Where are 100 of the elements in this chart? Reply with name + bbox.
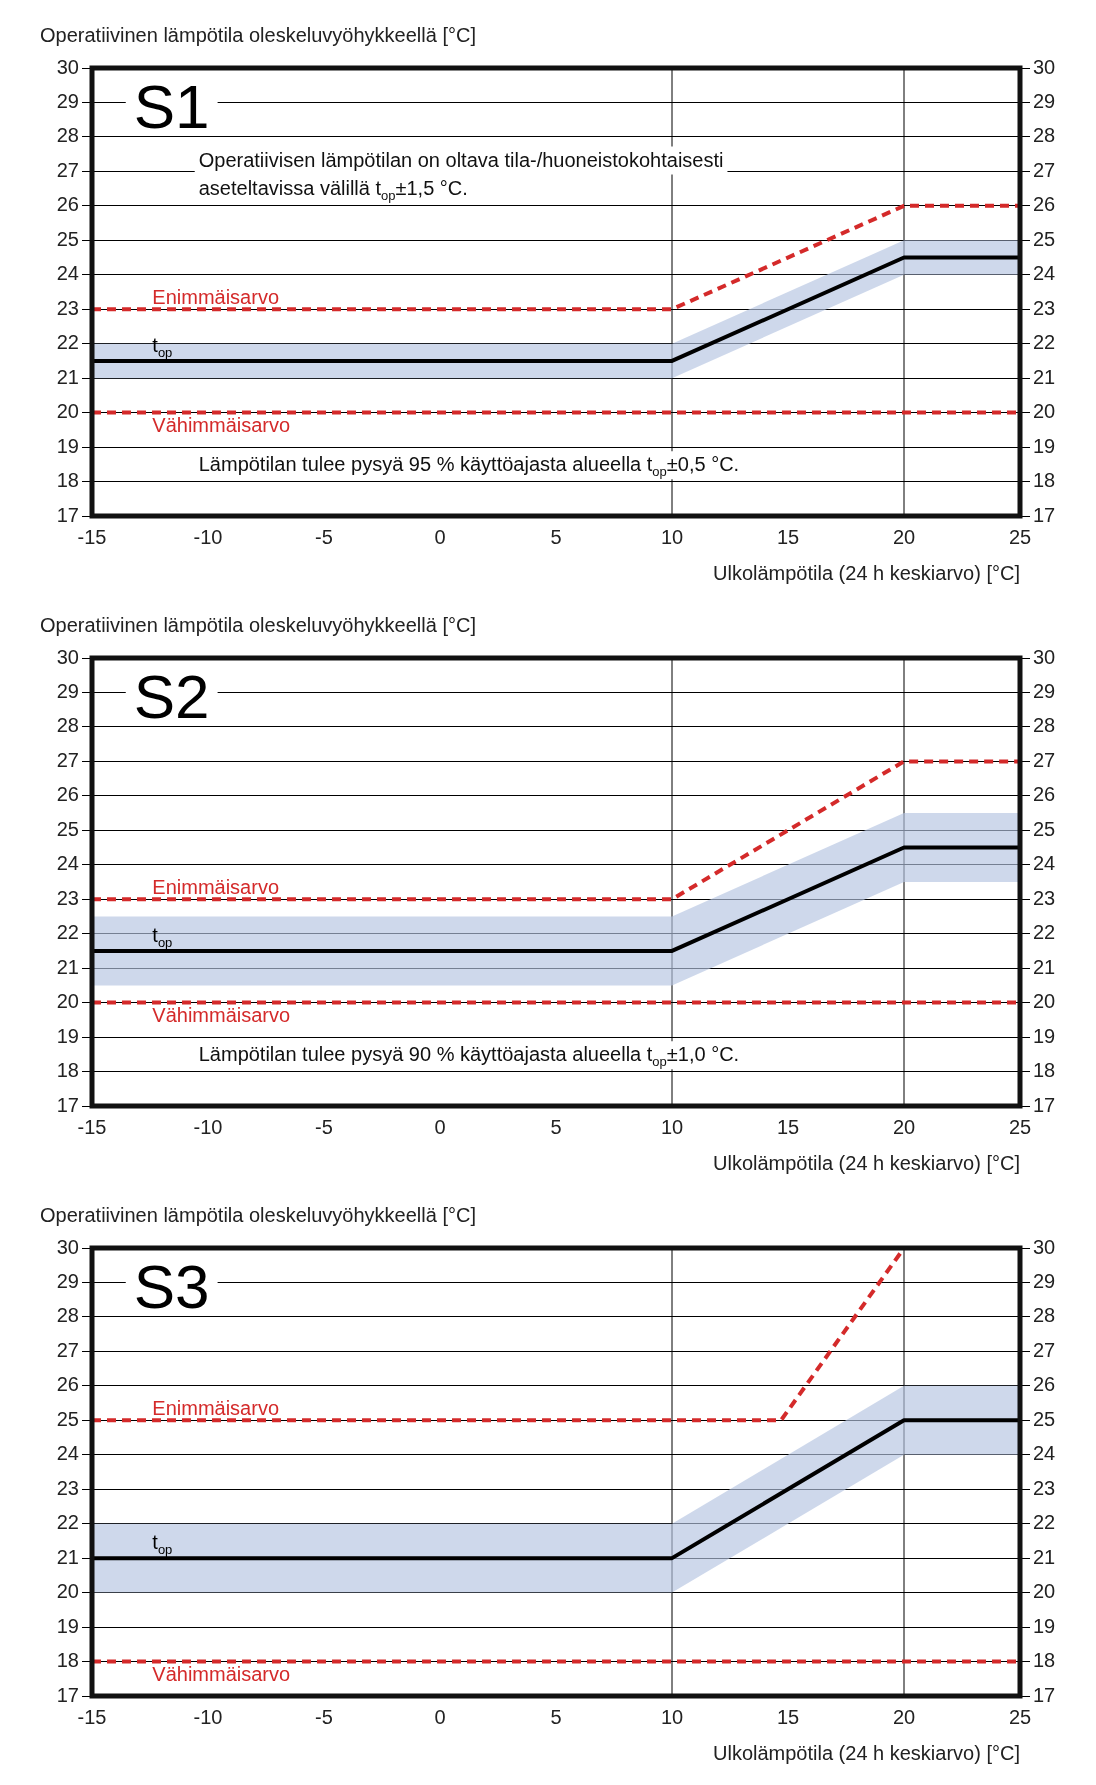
y-tick-label: 28 (56, 1304, 79, 1327)
x-tick-label: 5 (550, 1115, 562, 1138)
y-tick-label: 25 (56, 227, 79, 250)
series-label: Enimmäisarvo (152, 876, 280, 899)
y2-tick-label: 30 (1033, 55, 1056, 78)
y2-tick-label: 27 (1033, 1338, 1056, 1361)
y-tick-label: 23 (56, 1476, 79, 1499)
x-tick-label: 15 (776, 1705, 800, 1728)
y2-tick-label: 23 (1033, 886, 1056, 909)
y2-tick-label: 22 (1033, 331, 1056, 354)
y2-tick-label: 30 (1033, 1235, 1056, 1258)
x-tick-label: 10 (660, 1115, 684, 1138)
y2-tick-label: 19 (1033, 1024, 1056, 1047)
y2-tick-label: 21 (1033, 1545, 1056, 1568)
x-tick-label: 20 (892, 525, 916, 548)
y-axis-title: Operatiivinen lämpötila oleskeluvyöhykkeellä [°C] (40, 1204, 476, 1226)
y-tick-label: 25 (56, 1407, 79, 1430)
y-axis-title: Operatiivinen lämpötila oleskeluvyöhykkeellä [°C] (40, 614, 476, 636)
y2-tick-label: 19 (1033, 434, 1056, 457)
x-axis-title: Ulkolämpötila (24 h keskiarvo) [°C] (713, 561, 1020, 584)
y2-tick-label: 26 (1033, 1373, 1056, 1396)
y-tick-label: 27 (56, 158, 79, 181)
series-label: Vähimmäisarvo (152, 413, 291, 436)
y-tick-label: 18 (56, 1059, 79, 1082)
y-tick-label: 18 (56, 1649, 79, 1672)
y2-tick-label: 18 (1033, 1059, 1056, 1082)
y-tick-label: 25 (56, 817, 79, 840)
y-tick-label: 29 (56, 89, 79, 112)
x-tick-label: 0 (434, 1705, 446, 1728)
y2-tick-label: 22 (1033, 1511, 1056, 1534)
y2-tick-label: 22 (1033, 921, 1056, 944)
y-tick-label: 20 (56, 1580, 79, 1603)
y-tick-label: 21 (56, 1545, 79, 1568)
y2-tick-label: 17 (1033, 503, 1056, 526)
y2-tick-label: 23 (1033, 1476, 1056, 1499)
y-tick-label: 24 (56, 262, 79, 285)
y-tick-label: 21 (56, 955, 79, 978)
y-tick-label: 24 (56, 1442, 79, 1465)
y2-tick-label: 27 (1033, 748, 1056, 771)
y-tick-label: 17 (56, 1093, 79, 1116)
x-tick-label: 25 (1008, 1705, 1032, 1728)
x-tick-label: -10 (193, 1115, 223, 1138)
y-tick-label: 28 (56, 714, 79, 737)
y-tick-label: 18 (56, 469, 79, 492)
y-tick-label: 27 (56, 748, 79, 771)
y-tick-label: 23 (56, 886, 79, 909)
y2-tick-label: 25 (1033, 1407, 1056, 1430)
y-tick-label: 19 (56, 1024, 79, 1047)
y-tick-label: 20 (56, 990, 79, 1013)
y-tick-label: 28 (56, 124, 79, 147)
series-label: Enimmäisarvo (152, 1397, 280, 1420)
y2-tick-label: 26 (1033, 193, 1056, 216)
x-tick-label: -10 (193, 1705, 223, 1728)
y2-tick-label: 25 (1033, 227, 1056, 250)
x-tick-label: 0 (434, 525, 446, 548)
y2-tick-label: 28 (1033, 124, 1056, 147)
x-tick-label: 25 (1008, 1115, 1032, 1138)
y-tick-label: 20 (56, 400, 79, 423)
x-tick-label: 5 (550, 525, 562, 548)
y2-tick-label: 20 (1033, 400, 1056, 423)
y2-tick-label: 23 (1033, 296, 1056, 319)
x-tick-label: 5 (550, 1705, 562, 1728)
x-tick-label: 20 (892, 1115, 916, 1138)
y2-tick-label: 26 (1033, 783, 1056, 806)
series-label: Vähimmäisarvo (152, 1662, 291, 1685)
x-tick-label: 15 (776, 1115, 800, 1138)
y2-tick-label: 19 (1033, 1614, 1056, 1637)
y2-tick-label: 29 (1033, 1269, 1056, 1292)
y-tick-label: 29 (56, 1269, 79, 1292)
y-tick-label: 26 (56, 783, 79, 806)
y2-tick-label: 30 (1033, 645, 1056, 668)
y2-tick-label: 24 (1033, 852, 1056, 875)
y-tick-label: 30 (56, 645, 79, 668)
y2-tick-label: 25 (1033, 817, 1056, 840)
y2-tick-label: 18 (1033, 1649, 1056, 1672)
y-tick-label: 23 (56, 296, 79, 319)
y2-tick-label: 21 (1033, 365, 1056, 388)
y2-tick-label: 18 (1033, 469, 1056, 492)
x-tick-label: -5 (315, 1115, 333, 1138)
y-tick-label: 27 (56, 1338, 79, 1361)
y-tick-label: 22 (56, 331, 79, 354)
x-tick-label: -10 (193, 525, 223, 548)
y-tick-label: 19 (56, 1614, 79, 1637)
y2-tick-label: 17 (1033, 1093, 1056, 1116)
y2-tick-label: 17 (1033, 1683, 1056, 1706)
x-tick-label: -15 (77, 1115, 107, 1138)
y-tick-label: 30 (56, 55, 79, 78)
series-label: Vähimmäisarvo (152, 1003, 291, 1026)
y-tick-label: 29 (56, 679, 79, 702)
x-tick-label: 10 (660, 525, 684, 548)
x-tick-label: 20 (892, 1705, 916, 1728)
chart-title: S2 (133, 662, 210, 731)
x-axis-title: Ulkolämpötila (24 h keskiarvo) [°C] (713, 1741, 1020, 1764)
y-tick-label: 22 (56, 921, 79, 944)
y2-tick-label: 29 (1033, 89, 1056, 112)
x-tick-label: -15 (77, 1705, 107, 1728)
x-tick-label: -5 (315, 525, 333, 548)
y2-tick-label: 28 (1033, 714, 1056, 737)
y2-tick-label: 20 (1033, 1580, 1056, 1603)
series-label: Enimmäisarvo (152, 286, 280, 309)
